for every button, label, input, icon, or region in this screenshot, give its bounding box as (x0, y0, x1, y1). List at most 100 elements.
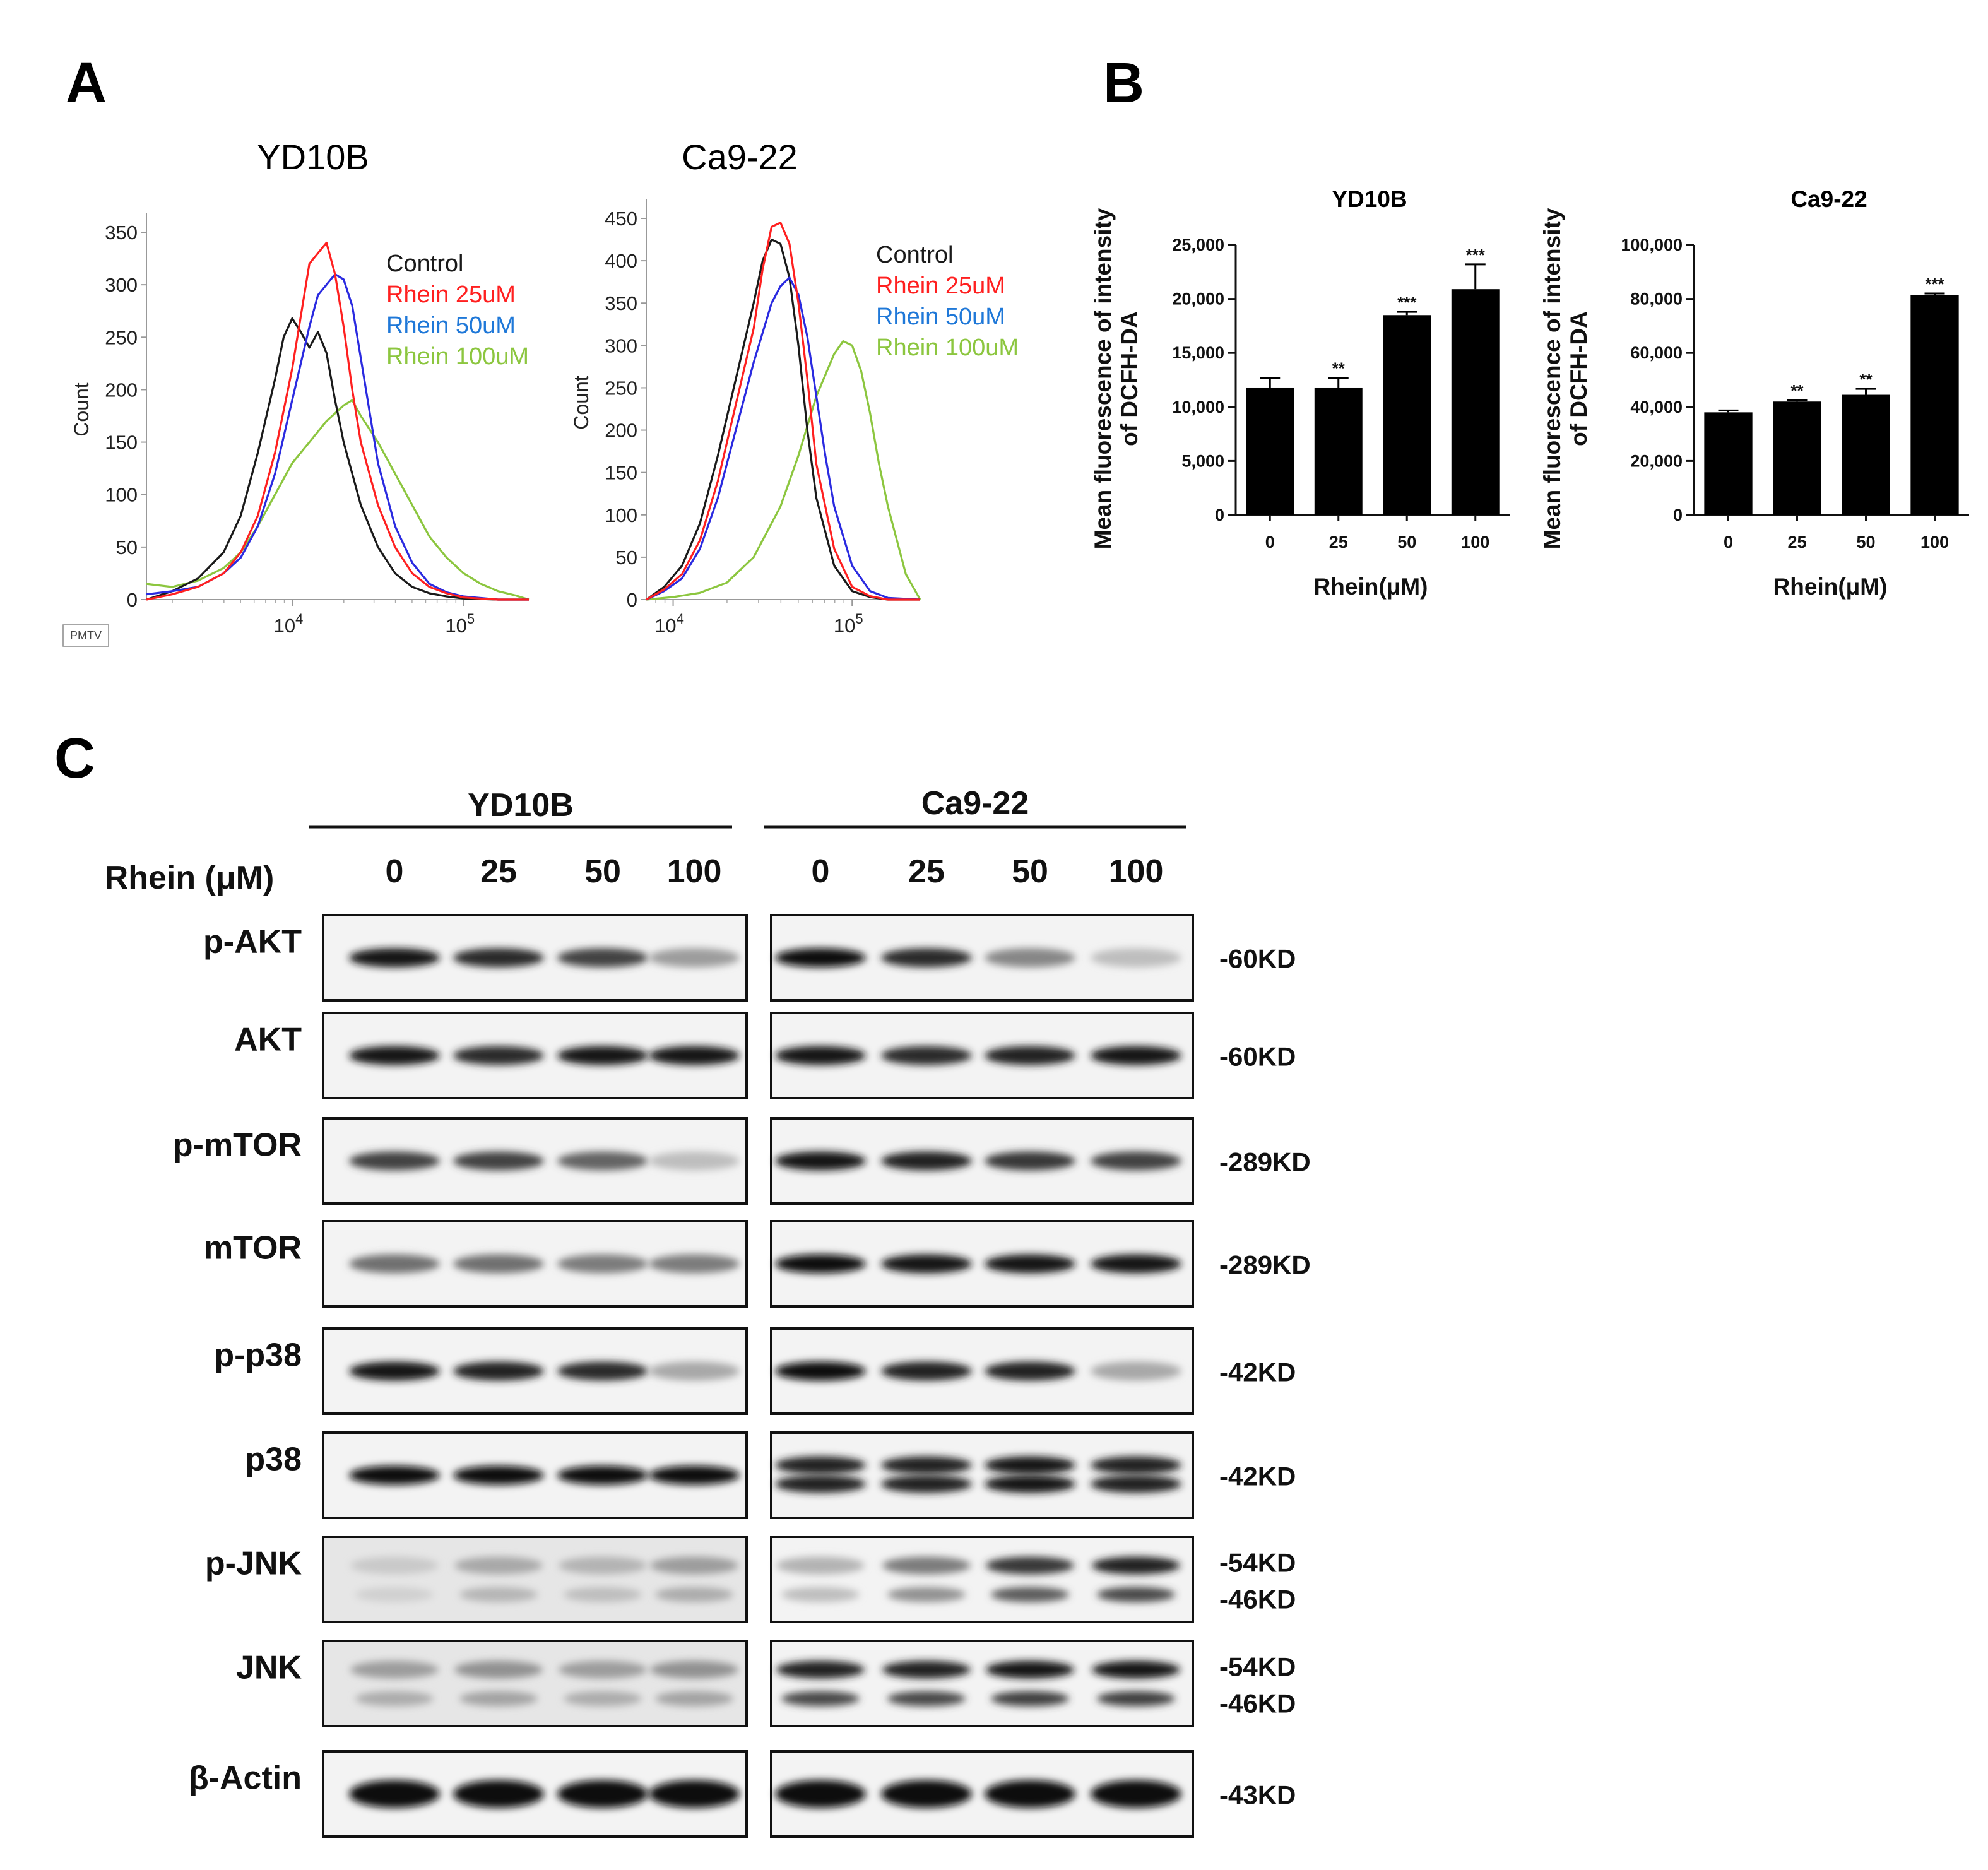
molecular-weight-label: -54KD (1219, 1652, 1296, 1682)
protein-band (776, 1556, 865, 1575)
blot-row-label: JNK (236, 1650, 302, 1686)
protein-band (775, 1046, 866, 1065)
significance-label: ** (1790, 381, 1804, 400)
y-tick-label: 300 (105, 274, 138, 296)
x-axis-label: Rhein(μM) (1773, 574, 1888, 600)
legend-item: Rhein 100uM (876, 334, 1019, 361)
x-tick-label: 105 (445, 611, 475, 637)
y-tick-label: 20,000 (1172, 290, 1224, 309)
protein-band (881, 1254, 972, 1274)
x-tick-label: 100 (1920, 533, 1949, 552)
cell-line-header: Ca9-22 (921, 785, 1029, 822)
histogram-curve (146, 317, 529, 601)
protein-band (453, 1465, 544, 1485)
protein-band (649, 1465, 740, 1485)
protein-band (985, 1780, 1075, 1808)
protein-band (650, 1660, 738, 1679)
protein-band (349, 1780, 440, 1808)
protein-band (350, 1556, 439, 1575)
protein-band (1091, 1361, 1181, 1381)
bar-title: Ca9-22 (1790, 186, 1867, 212)
protein-band (557, 1151, 648, 1171)
pmtv-tag (62, 624, 109, 647)
protein-band (454, 1556, 543, 1575)
significance-label: ** (1859, 370, 1873, 389)
y-tick-label: 100 (105, 484, 138, 506)
y-tick-label: 400 (605, 250, 637, 272)
protein-band (882, 1556, 971, 1575)
protein-band (881, 1361, 972, 1381)
blot-row-label: mTOR (204, 1230, 302, 1267)
dose-label: 25 (480, 853, 517, 890)
protein-band (649, 948, 740, 968)
panel-a-label: A (66, 52, 107, 115)
protein-band (775, 1254, 866, 1274)
legend-item: Rhein 100uM (386, 343, 529, 370)
blot-box (770, 1431, 1194, 1519)
x-tick-label: 104 (654, 611, 684, 637)
protein-band (1091, 1475, 1181, 1493)
histogram-curve (146, 399, 530, 601)
blot-box (322, 1640, 748, 1727)
bar-title: YD10B (1332, 186, 1407, 212)
y-tick-label: 350 (105, 222, 138, 244)
protein-band (776, 1660, 865, 1679)
protein-band (453, 1151, 544, 1171)
y-tick-label: 250 (605, 377, 637, 399)
protein-band (1091, 1780, 1181, 1808)
bar (1910, 295, 1959, 515)
protein-band (781, 1587, 860, 1602)
protein-band (649, 1361, 740, 1381)
x-tick-label: 0 (1265, 533, 1275, 552)
flow-title: YD10B (257, 137, 369, 177)
protein-band (775, 1361, 866, 1381)
legend-item: Control (876, 242, 954, 268)
y-tick-label: 0 (1215, 506, 1224, 524)
molecular-weight-label: -60KD (1219, 1042, 1296, 1072)
protein-band (985, 1254, 1075, 1274)
histogram-curve (146, 242, 529, 601)
protein-band (1091, 1151, 1181, 1171)
histogram-curve (646, 276, 921, 601)
bar (1383, 315, 1431, 515)
molecular-weight-label: -42KD (1219, 1358, 1296, 1387)
x-tick-label: 25 (1329, 533, 1348, 552)
protein-band (985, 1361, 1075, 1381)
blot-row-label: p-AKT (203, 924, 302, 961)
protein-band (649, 1151, 740, 1171)
y-axis-label: Count (570, 376, 593, 430)
x-tick-label: 100 (1461, 533, 1489, 552)
flow-histogram-yd10b: YD10B 350 300 250 200 150 100 50 0 104 105 Count Con… (62, 137, 530, 647)
protein-band (991, 1587, 1069, 1602)
protein-band (453, 1046, 544, 1065)
dose-label: 50 (1012, 853, 1048, 890)
y-tick-label: 50 (116, 536, 138, 559)
protein-band (887, 1691, 966, 1707)
legend-item: Rhein 25uM (876, 273, 1005, 299)
protein-band (557, 1780, 648, 1808)
molecular-weight-label: -289KD (1219, 1250, 1311, 1280)
protein-band (350, 1660, 439, 1679)
bar (1451, 289, 1500, 515)
protein-band (557, 1046, 648, 1065)
y-tick-label: 5,000 (1181, 451, 1224, 470)
protein-band (559, 1660, 647, 1679)
y-tick-label: 15,000 (1172, 343, 1224, 362)
blot-row-label: p-JNK (205, 1546, 302, 1582)
protein-band (349, 1254, 440, 1274)
flow-histogram-ca9-22: Ca9-22 450 400 350 300 250 200 150 100 50 0 104 105 C… (570, 137, 1019, 637)
protein-band (775, 1151, 866, 1171)
bar (1842, 394, 1890, 515)
blot-row-label: β-Actin (189, 1760, 302, 1797)
y-tick-label: 100 (605, 504, 637, 526)
protein-band (985, 1151, 1075, 1171)
protein-band (454, 1660, 543, 1679)
western-blot-panel: YD10B Ca9-22 Rhein (μM) 0 0 25 25 50 50 100 100 p-A… (105, 785, 1311, 1838)
y-tick-label: 450 (605, 208, 637, 230)
blot-row-label: p-p38 (214, 1337, 302, 1374)
protein-band (557, 1465, 648, 1485)
y-tick-label: 10,000 (1172, 398, 1224, 417)
treatment-label: Rhein (μM) (105, 860, 275, 896)
protein-band (881, 948, 972, 968)
protein-band (881, 1046, 972, 1065)
